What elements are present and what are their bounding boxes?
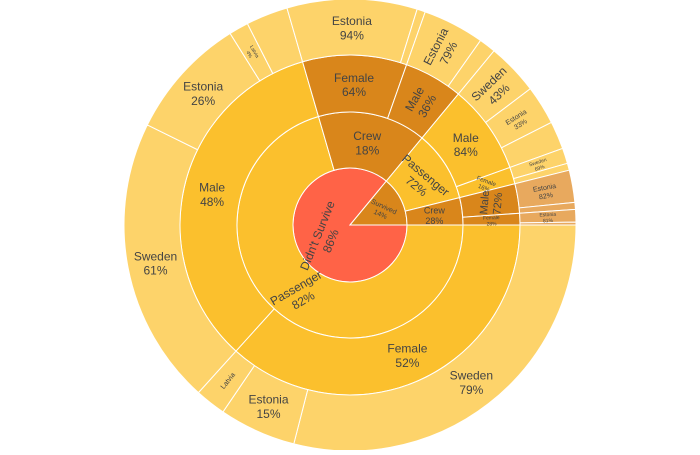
sunburst-segment-s-cf-oth[interactable] (519, 221, 577, 226)
sunburst-arcs (123, 0, 577, 452)
sunburst-segment-d-cf-est[interactable] (286, 0, 418, 64)
